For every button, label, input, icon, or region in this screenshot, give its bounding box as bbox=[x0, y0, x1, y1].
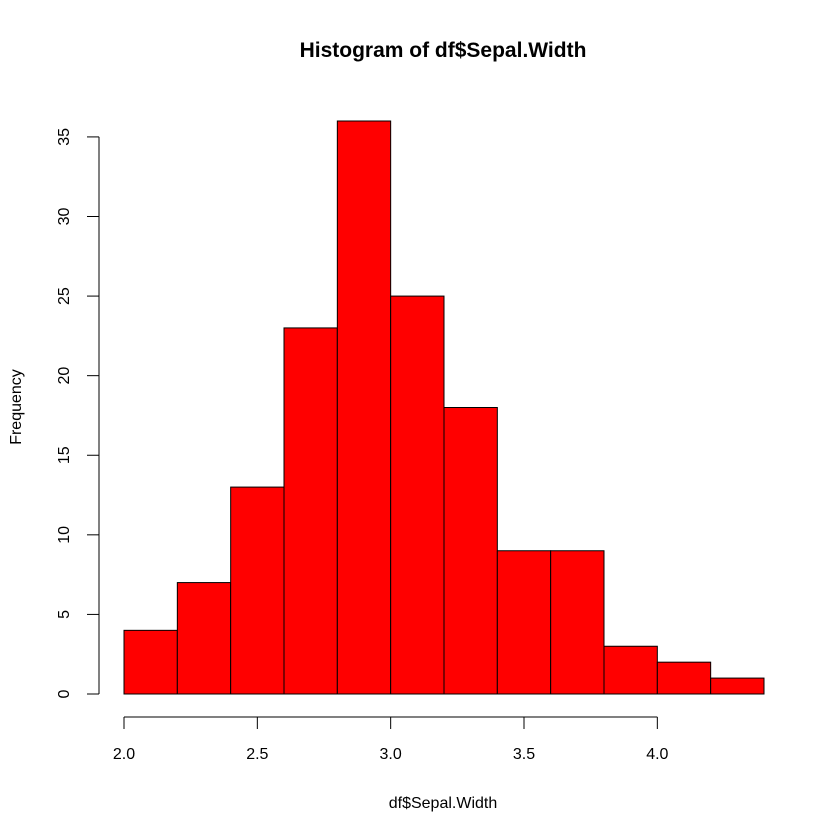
histogram-bar bbox=[336, 120, 392, 695]
histogram-bar bbox=[603, 645, 658, 695]
histogram-bar bbox=[656, 661, 712, 695]
histogram-bar bbox=[283, 327, 338, 695]
y-tick-label: 10 bbox=[56, 526, 73, 544]
histogram-bar bbox=[123, 629, 178, 695]
x-axis: 2.0 2.5 3.0 3.5 4.0 bbox=[113, 716, 669, 763]
y-tick-label: 5 bbox=[56, 610, 73, 619]
y-axis-label: Frequency bbox=[8, 369, 25, 445]
x-tick-label: 4.0 bbox=[646, 746, 668, 763]
y-tick-label: 30 bbox=[56, 208, 73, 226]
histogram-bar bbox=[550, 550, 605, 695]
x-axis-label: df$Sepal.Width bbox=[389, 795, 498, 812]
y-tick-label: 0 bbox=[56, 689, 73, 698]
histogram-bar bbox=[230, 486, 285, 695]
histogram-bar bbox=[496, 550, 552, 695]
histogram-bar bbox=[710, 677, 765, 695]
bars bbox=[123, 120, 765, 695]
x-tick-label: 2.5 bbox=[246, 746, 268, 763]
chart-title: Histogram of df$Sepal.Width bbox=[300, 39, 587, 62]
x-tick-label: 3.5 bbox=[513, 746, 535, 763]
x-tick-label: 2.0 bbox=[113, 746, 135, 763]
x-tick-label: 3.0 bbox=[380, 746, 402, 763]
histogram-bar bbox=[176, 582, 232, 695]
y-tick-label: 15 bbox=[56, 446, 73, 464]
histogram-bar bbox=[443, 407, 498, 695]
y-axis: 0 5 10 15 20 25 30 35 bbox=[56, 128, 100, 698]
histogram-bar bbox=[390, 295, 445, 695]
y-tick-label: 35 bbox=[56, 128, 73, 146]
y-tick-label: 20 bbox=[56, 367, 73, 385]
y-tick-label: 25 bbox=[56, 287, 73, 305]
